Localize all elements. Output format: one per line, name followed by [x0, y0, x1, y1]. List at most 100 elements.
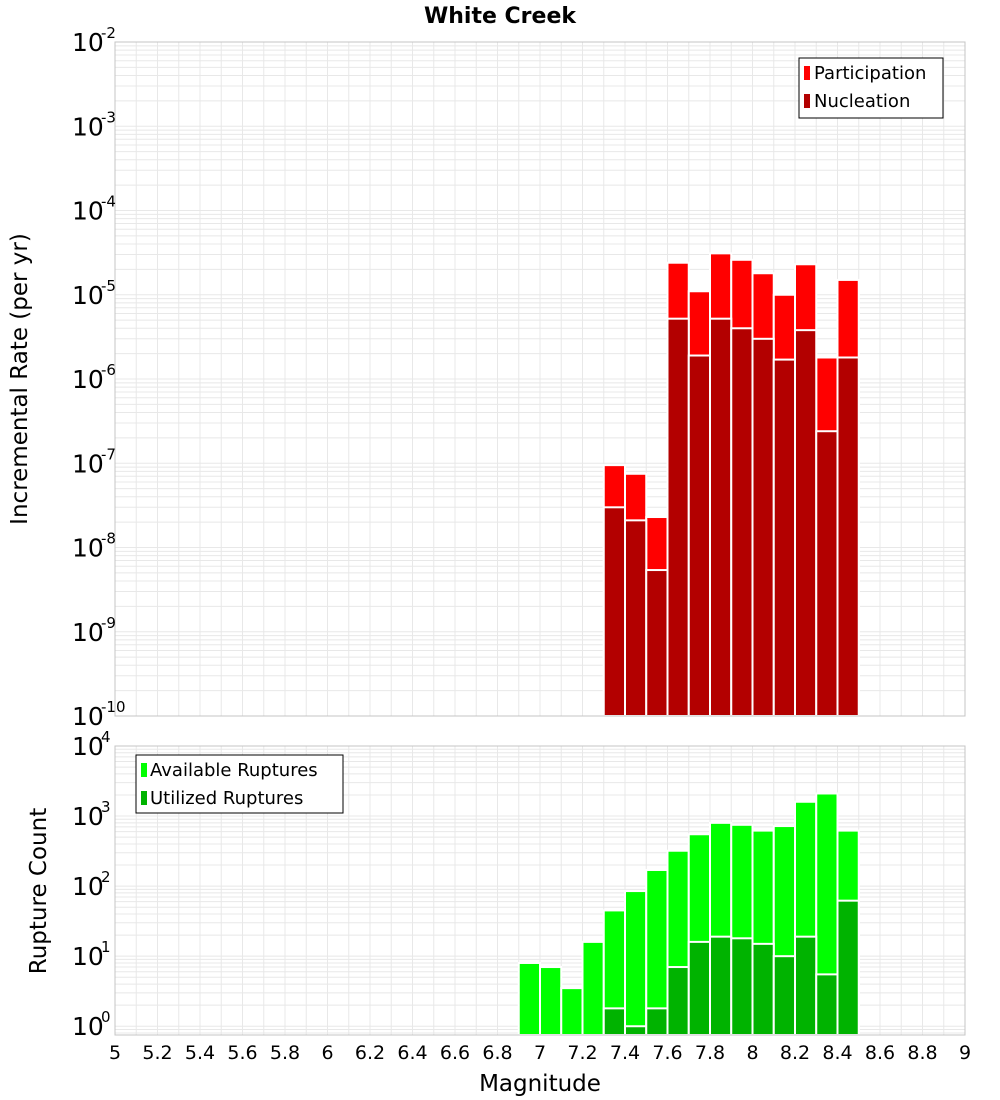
legend-swatch-nucleation	[804, 94, 810, 108]
bar-utilized-ruptures	[666, 966, 690, 1036]
x-tick-label: 5.2	[142, 1042, 172, 1064]
legend-swatch-utilized-ruptures	[141, 791, 147, 805]
bar-nucleation	[666, 317, 690, 717]
y-tick-label: 10	[72, 449, 104, 478]
legend-label-nucleation: Nucleation	[814, 91, 910, 112]
bar-utilized-ruptures	[836, 899, 860, 1037]
bottom-plot-border	[114, 745, 966, 1036]
x-tick-label: 6.8	[482, 1042, 512, 1064]
legend-swatch-participation	[804, 66, 810, 80]
bar-utilized-ruptures	[624, 1025, 648, 1036]
x-tick-label: 7.8	[695, 1042, 725, 1064]
y-tick-label: 10	[72, 702, 104, 731]
y-tick-exponent: -8	[101, 530, 116, 548]
y-tick-exponent: -10	[101, 698, 126, 716]
legend-label-participation: Participation	[814, 63, 926, 84]
y-tick-label: 10	[72, 1012, 104, 1041]
x-tick-label: 8.6	[865, 1042, 895, 1064]
top-plot: 10-210-310-410-510-610-710-810-910-10 In…	[7, 24, 966, 731]
y-tick-exponent: -6	[101, 361, 116, 379]
y-tick-exponent: -5	[101, 277, 116, 295]
y-tick-label: 10	[72, 365, 104, 394]
y-tick-label: 10	[72, 802, 104, 831]
y-tick-exponent: 3	[101, 798, 111, 816]
x-axis-label: Magnitude	[479, 1071, 601, 1097]
bottom-legend-box	[135, 754, 344, 814]
y-tick-exponent: -2	[101, 24, 116, 42]
x-tick-label: 8.4	[822, 1042, 852, 1064]
x-tick-label: 6.6	[440, 1042, 470, 1064]
bar-nucleation	[624, 519, 648, 717]
x-tick-label: 7.4	[610, 1042, 640, 1064]
bar-utilized-ruptures	[687, 940, 711, 1037]
x-tick-label: 7.2	[567, 1042, 597, 1064]
bar-utilized-ruptures	[772, 955, 796, 1036]
y-tick-exponent: -9	[101, 614, 116, 632]
bottom-y-axis-label: Rupture Count	[26, 808, 52, 974]
y-tick-label: 10	[72, 618, 104, 647]
y-tick-label: 10	[72, 281, 104, 310]
y-tick-exponent: -4	[101, 193, 116, 211]
top-y-tick-labels: 10-210-310-410-510-610-710-810-910-10	[72, 24, 126, 731]
top-y-axis-label: Incremental Rate (per yr)	[7, 233, 33, 525]
legend-swatch-available-ruptures	[141, 763, 147, 777]
bar-available-ruptures	[539, 966, 563, 1036]
x-tick-label: 5.8	[270, 1042, 300, 1064]
bar-utilized-ruptures	[709, 935, 733, 1037]
bottom-bars	[517, 792, 860, 1037]
bar-nucleation	[815, 430, 839, 717]
x-tick-label: 7	[534, 1042, 546, 1064]
x-tick-label: 6.4	[397, 1042, 427, 1064]
y-tick-exponent: 2	[101, 868, 111, 886]
bar-nucleation	[645, 569, 669, 718]
x-tick-label: 8.2	[780, 1042, 810, 1064]
bar-nucleation	[751, 337, 775, 717]
x-tick-label: 5.6	[227, 1042, 257, 1064]
y-tick-exponent: 4	[101, 728, 111, 746]
bar-available-ruptures	[581, 940, 605, 1037]
bottom-legend: Available Ruptures Utilized Ruptures	[135, 754, 344, 814]
x-tick-label: 8	[746, 1042, 758, 1064]
x-tick-label: 7.6	[652, 1042, 682, 1064]
bar-utilized-ruptures	[751, 942, 775, 1037]
y-tick-label: 10	[72, 28, 104, 57]
bar-nucleation	[602, 506, 626, 717]
bar-utilized-ruptures	[602, 1007, 626, 1036]
x-tick-label: 6	[321, 1042, 333, 1064]
legend-label-available-ruptures: Available Ruptures	[150, 760, 318, 781]
bar-available-ruptures	[560, 987, 584, 1037]
bar-nucleation	[687, 354, 711, 717]
legend-label-utilized-ruptures: Utilized Ruptures	[150, 788, 303, 809]
bar-utilized-ruptures	[730, 937, 754, 1036]
bar-available-ruptures	[624, 890, 648, 1036]
top-legend: Participation Nucleation	[798, 57, 944, 119]
top-bars	[602, 252, 860, 718]
y-tick-label: 10	[72, 732, 104, 761]
bar-available-ruptures	[517, 961, 541, 1036]
top-plot-border	[114, 41, 966, 717]
y-tick-exponent: 0	[101, 1008, 111, 1026]
y-tick-label: 10	[72, 534, 104, 563]
bar-nucleation	[709, 317, 733, 717]
top-legend-box	[798, 57, 944, 119]
x-tick-label: 9	[959, 1042, 971, 1064]
chart-title: White Creek	[424, 4, 577, 29]
bar-utilized-ruptures	[645, 1007, 669, 1036]
x-tick-label: 5	[109, 1042, 121, 1064]
y-tick-exponent: -7	[101, 445, 116, 463]
bar-nucleation	[730, 327, 754, 717]
y-tick-label: 10	[72, 942, 104, 971]
bar-utilized-ruptures	[815, 973, 839, 1036]
y-tick-label: 10	[72, 872, 104, 901]
bar-nucleation	[836, 356, 860, 717]
y-tick-label: 10	[72, 112, 104, 141]
y-tick-exponent: 1	[101, 938, 111, 956]
bar-nucleation	[772, 358, 796, 717]
bar-nucleation	[794, 329, 818, 717]
bar-utilized-ruptures	[794, 935, 818, 1037]
x-tick-label: 5.4	[185, 1042, 215, 1064]
x-tick-label: 8.8	[907, 1042, 937, 1064]
y-tick-exponent: -3	[101, 108, 116, 126]
